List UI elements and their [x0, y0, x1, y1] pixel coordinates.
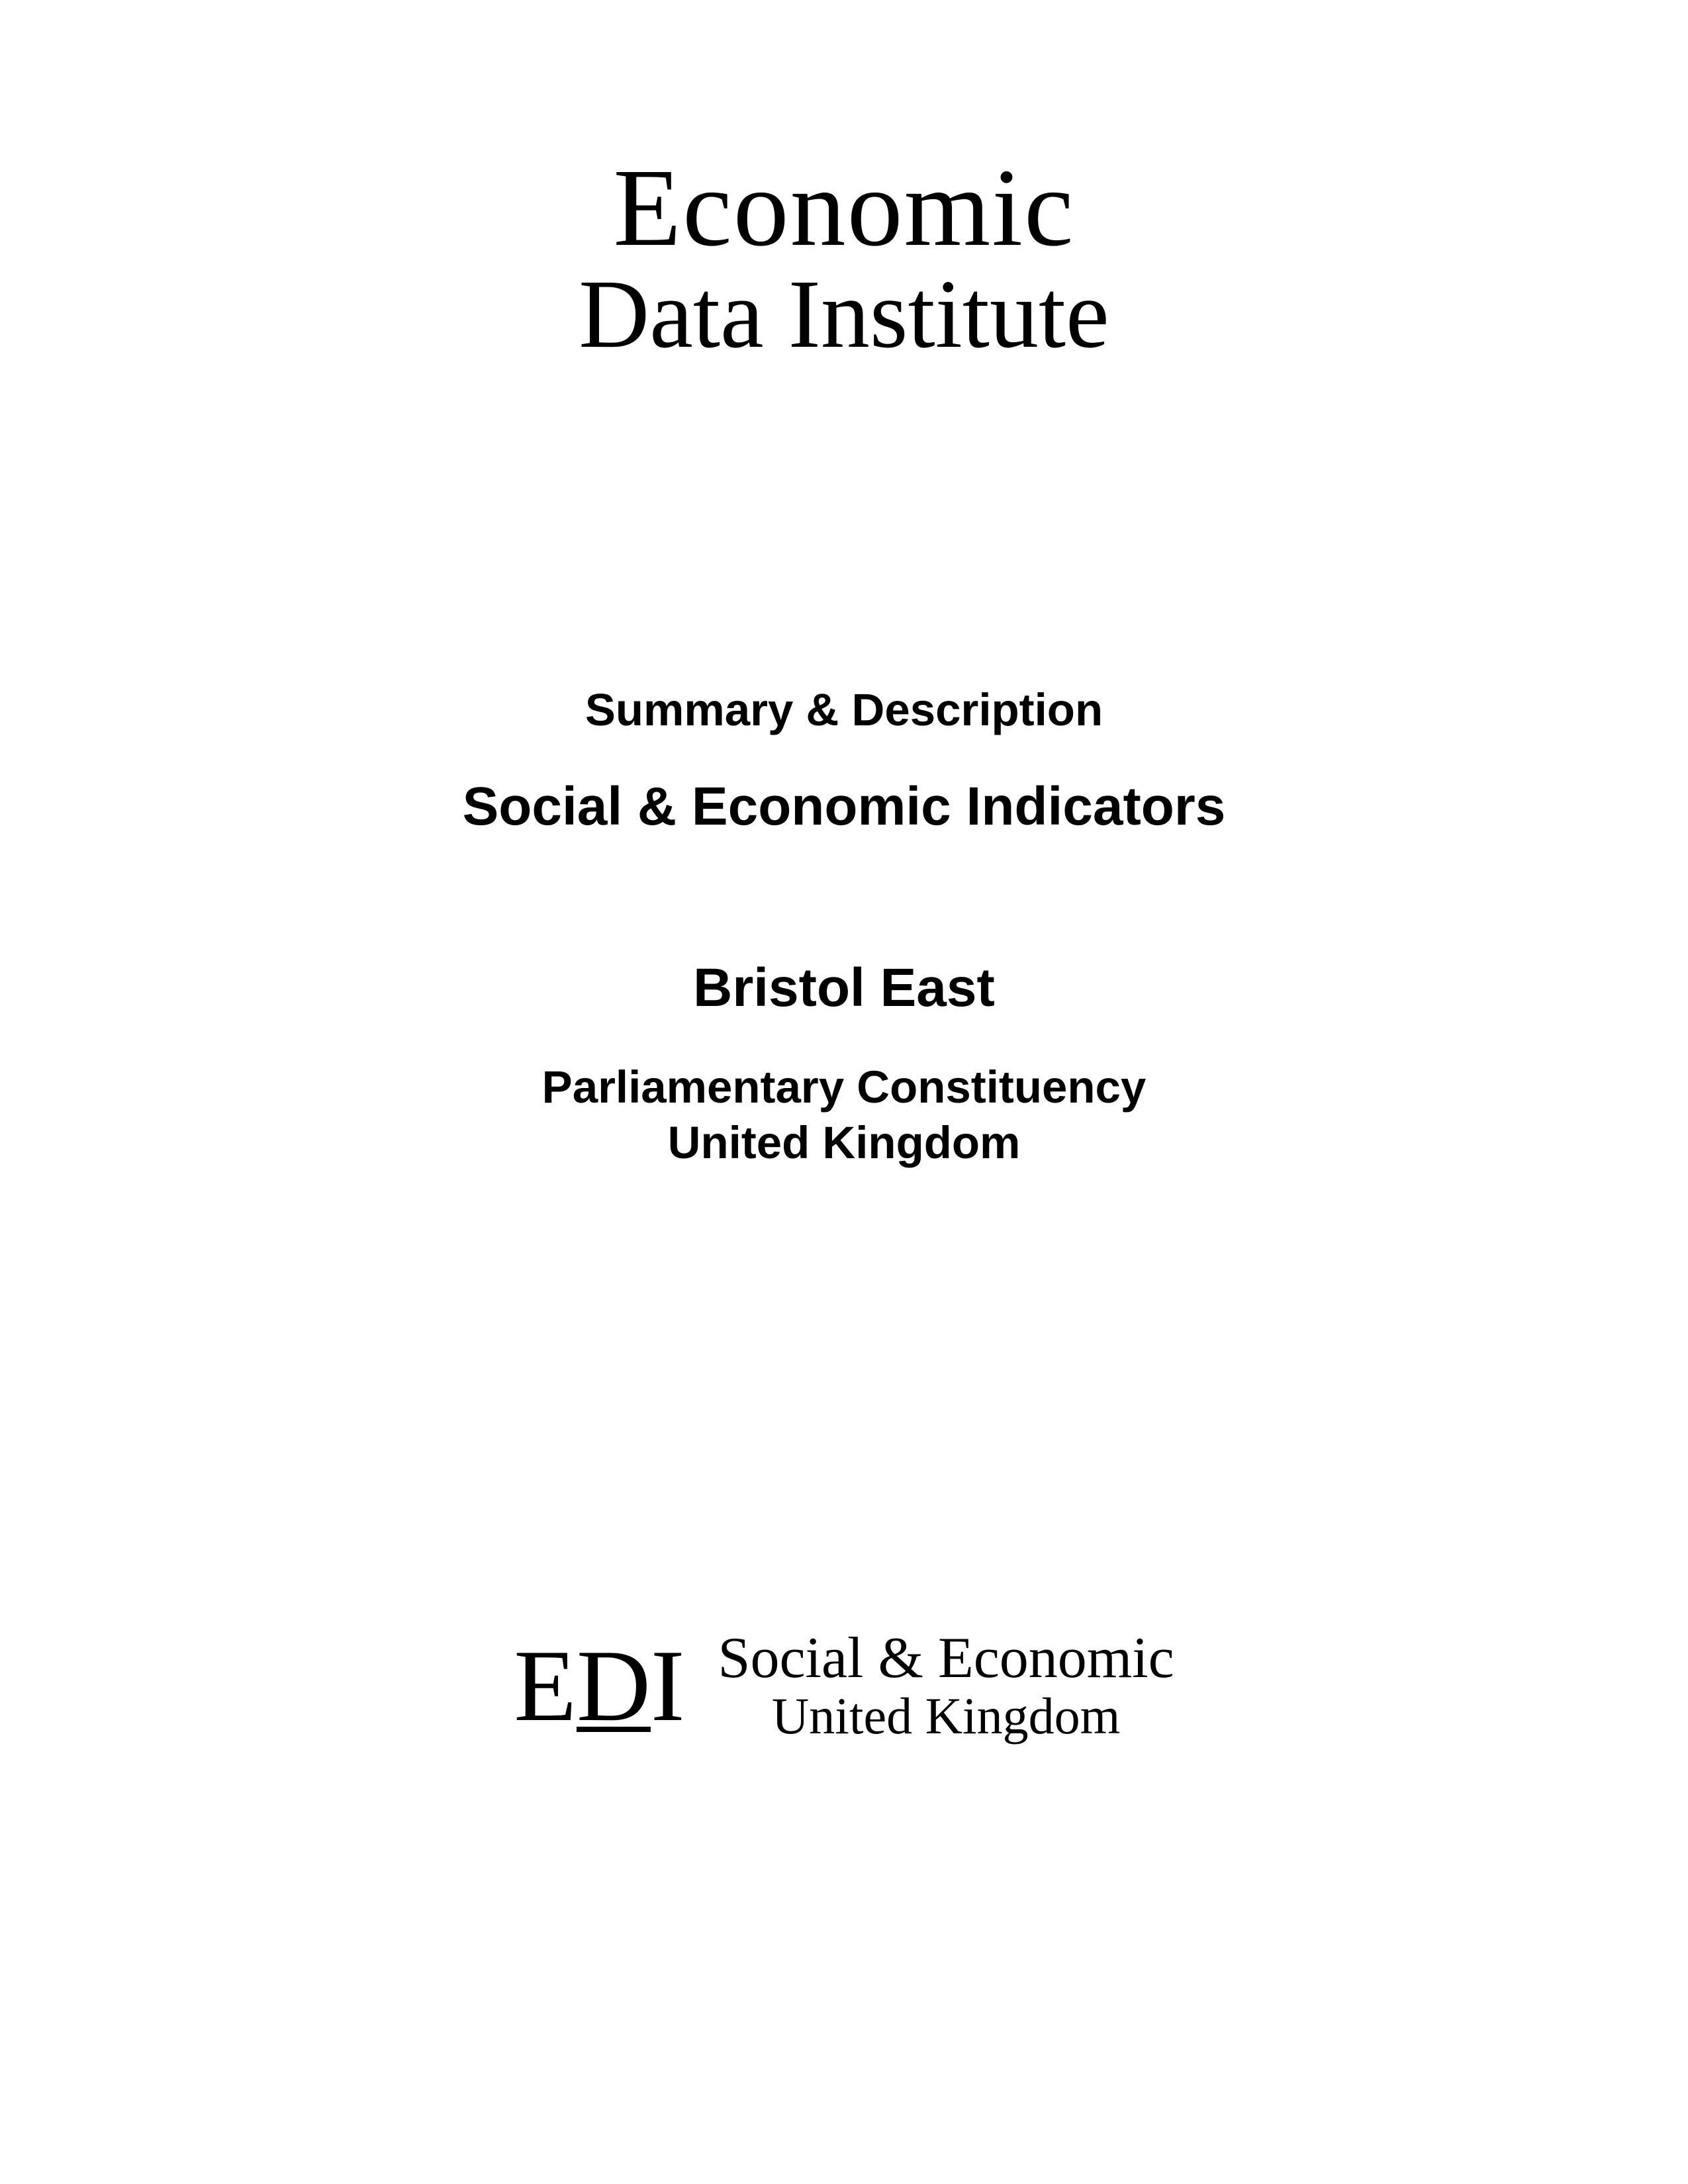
edi-letter-i: I [651, 1635, 685, 1737]
title-block: Summary & Description Social & Economic … [463, 684, 1226, 1168]
edi-logo-mark: EDI [514, 1635, 684, 1737]
main-title: Social & Economic Indicators [463, 776, 1226, 838]
bottom-logo-line2: United Kingdom [772, 1689, 1120, 1743]
top-logo-line1: Economic [579, 152, 1109, 263]
edi-letter-e: E [514, 1635, 577, 1737]
bottom-logo-text: Social & Economic United Kingdom [718, 1628, 1174, 1743]
document-page: Economic Data Institute Summary & Descri… [0, 0, 1688, 2184]
edi-letter-d: D [577, 1635, 651, 1737]
top-logo: Economic Data Institute [579, 152, 1109, 366]
country-label: United Kingdom [463, 1116, 1226, 1169]
summary-label: Summary & Description [463, 684, 1226, 736]
bottom-logo: EDI Social & Economic United Kingdom [0, 1628, 1688, 1743]
top-logo-line2: Data Institute [579, 263, 1109, 366]
location-name: Bristol East [463, 957, 1226, 1019]
bottom-logo-line1: Social & Economic [718, 1628, 1174, 1689]
constituency-label: Parliamentary Constituency [463, 1059, 1226, 1116]
